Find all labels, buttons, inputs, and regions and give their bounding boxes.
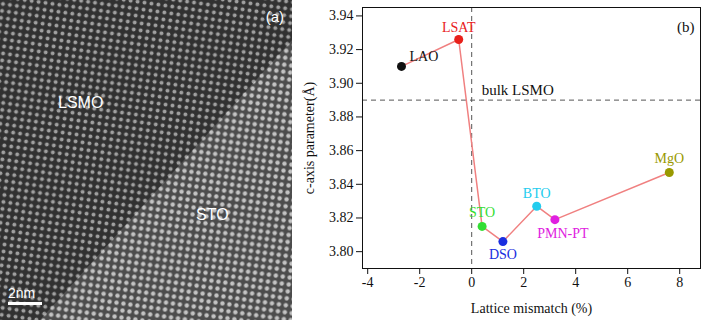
svg-text:0: 0 bbox=[468, 275, 475, 290]
svg-text:4: 4 bbox=[572, 275, 579, 290]
svg-text:DSO: DSO bbox=[489, 247, 517, 262]
svg-text:3.90: 3.90 bbox=[329, 76, 354, 91]
svg-text:3.88: 3.88 bbox=[329, 109, 354, 124]
svg-text:3.94: 3.94 bbox=[329, 8, 354, 23]
svg-text:LSAT: LSAT bbox=[442, 20, 476, 35]
svg-text:(a): (a) bbox=[266, 8, 284, 25]
svg-text:8: 8 bbox=[676, 275, 683, 290]
svg-text:BTO: BTO bbox=[523, 186, 551, 201]
svg-text:6: 6 bbox=[624, 275, 631, 290]
svg-text:LSMO: LSMO bbox=[58, 94, 103, 111]
svg-text:STO: STO bbox=[469, 205, 495, 220]
svg-text:3.86: 3.86 bbox=[329, 143, 354, 158]
svg-text:LAO: LAO bbox=[410, 49, 439, 64]
svg-text:c-axis parameter(Å): c-axis parameter(Å) bbox=[302, 82, 318, 195]
svg-text:3.92: 3.92 bbox=[329, 42, 354, 57]
svg-text:-4: -4 bbox=[362, 275, 374, 290]
svg-text:bulk LSMO: bulk LSMO bbox=[482, 82, 554, 98]
svg-text:STO: STO bbox=[196, 206, 229, 223]
svg-text:PMN-PT: PMN-PT bbox=[537, 226, 589, 241]
svg-text:2nm: 2nm bbox=[8, 285, 35, 301]
svg-text:MgO: MgO bbox=[655, 151, 685, 166]
svg-text:3.84: 3.84 bbox=[329, 177, 354, 192]
svg-text:2: 2 bbox=[520, 275, 527, 290]
svg-text:(b): (b) bbox=[677, 19, 695, 36]
svg-text:-2: -2 bbox=[414, 275, 426, 290]
svg-text:Lattice mismatch (%): Lattice mismatch (%) bbox=[471, 301, 593, 317]
svg-text:3.82: 3.82 bbox=[329, 210, 354, 225]
svg-text:3.80: 3.80 bbox=[329, 244, 354, 259]
